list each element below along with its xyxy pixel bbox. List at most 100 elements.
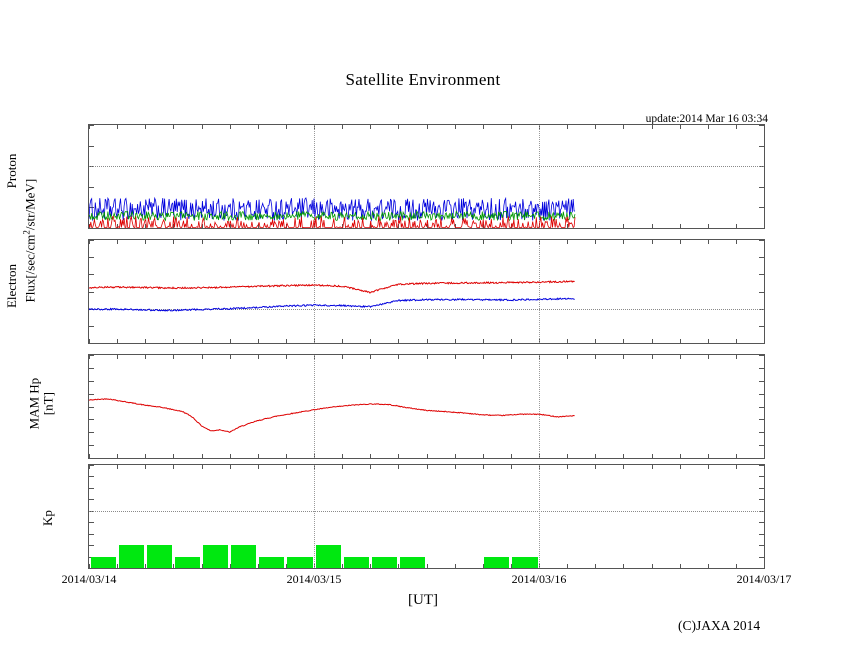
y-tick-mark	[89, 522, 94, 524]
x-tick-mark	[201, 465, 203, 469]
x-tick-mark	[117, 224, 119, 228]
y-tick-mark	[759, 145, 764, 147]
x-tick-mark	[117, 339, 119, 343]
x-tick-mark	[651, 224, 653, 228]
x-tick-mark	[257, 125, 259, 129]
y-tick-mark	[89, 568, 94, 569]
x-tick-mark	[426, 454, 428, 458]
x-tick-mark	[229, 465, 231, 469]
x-tick-mark	[201, 355, 203, 359]
x-tick-mark	[679, 454, 681, 458]
x-tick-mark	[229, 355, 231, 359]
flux-label-suffix: /str/MeV]	[22, 178, 38, 231]
plot-area-electron: 1.0e+071.0e+061.0e+051.0e+041.0e+031.0e+…	[89, 240, 764, 343]
x-tick-mark	[201, 240, 203, 244]
x-tick-mark	[707, 339, 709, 343]
proton-traces	[89, 196, 576, 228]
x-tick-mark	[735, 339, 737, 343]
x-tick-mark	[398, 454, 400, 458]
y-tick-mark	[759, 186, 764, 188]
x-tick-mark	[89, 125, 90, 129]
x-tick-mark	[679, 339, 681, 343]
y-tick-mark	[89, 406, 94, 408]
y-tick-mark	[759, 240, 764, 241]
x-tick-mark	[117, 355, 119, 359]
kp-bar	[484, 556, 510, 568]
y-tick-mark	[759, 499, 764, 501]
y-tick-mark	[759, 125, 764, 126]
y-tick-mark	[89, 432, 94, 434]
vertical-gridline	[539, 465, 540, 568]
x-tick-mark	[342, 454, 344, 458]
x-tick-mark	[370, 465, 372, 469]
x-tick-mark	[735, 355, 737, 359]
vertical-gridline	[314, 240, 315, 343]
x-tick-mark	[426, 564, 428, 568]
y-tick-mark	[759, 207, 764, 209]
x-tick-mark	[89, 339, 90, 343]
x-tick-mark	[764, 240, 765, 244]
panel-label-electron: Electron	[4, 263, 19, 309]
x-tick-mark	[707, 465, 709, 469]
x-tick-mark	[567, 454, 569, 458]
y-tick-mark	[89, 476, 94, 478]
y-tick-mark	[89, 465, 94, 466]
x-tick-mark	[623, 454, 625, 458]
x-tick-mark	[229, 125, 231, 129]
x-tick-mark	[567, 339, 569, 343]
x-tick-mark	[285, 465, 287, 469]
y-tick-mark	[759, 445, 764, 447]
mam-label-line2: [nT]	[40, 392, 55, 416]
x-tick-mark	[257, 355, 259, 359]
horizontal-gridline	[89, 166, 764, 168]
y-tick-mark	[759, 432, 764, 434]
x-tick-mark	[454, 339, 456, 343]
y-tick-mark	[89, 325, 94, 327]
y-tick-mark	[759, 257, 764, 259]
x-tick-mark	[342, 224, 344, 228]
data-trace	[89, 280, 575, 294]
x-tick-mark	[764, 355, 765, 359]
x-tick-mark	[285, 454, 287, 458]
x-tick-mark	[735, 564, 737, 568]
x-tick-mark	[117, 454, 119, 458]
x-tick-mark	[173, 465, 175, 469]
x-tick-mark	[426, 339, 428, 343]
y-tick-mark	[89, 207, 94, 209]
y-tick-mark	[759, 355, 764, 356]
kp-bar	[90, 556, 116, 568]
x-tick-mark	[370, 224, 372, 228]
x-tick-mark	[285, 240, 287, 244]
x-tick-mark	[764, 564, 765, 568]
y-tick-mark	[759, 291, 764, 293]
x-tick-mark	[679, 465, 681, 469]
update-timestamp: update:2014 Mar 16 03:34	[645, 113, 768, 125]
x-tick-mark	[257, 454, 259, 458]
x-tick-mark	[342, 564, 344, 568]
x-tick-mark	[285, 125, 287, 129]
vertical-gridline	[314, 465, 315, 568]
x-tick-mark	[426, 224, 428, 228]
data-trace	[89, 215, 576, 228]
x-tick-mark	[145, 240, 147, 244]
y-tick-mark	[759, 522, 764, 524]
x-tick-mark	[764, 454, 765, 458]
x-tick-mark	[201, 564, 203, 568]
y-tick-mark	[89, 487, 94, 489]
x-tick-mark	[707, 454, 709, 458]
x-tick-mark	[510, 465, 512, 469]
x-tick-mark	[482, 224, 484, 228]
x-tick-mark	[707, 240, 709, 244]
x-tick-mark	[173, 564, 175, 568]
x-tick-mark	[173, 355, 175, 359]
x-tick-mark	[651, 125, 653, 129]
flux-label-exponent: 2	[21, 230, 32, 235]
y-tick-mark	[89, 533, 94, 535]
horizontal-gridline	[89, 510, 764, 512]
x-tick-mark	[510, 564, 512, 568]
x-tick-mark	[651, 465, 653, 469]
x-tick-mark	[145, 125, 147, 129]
x-tick-mark	[482, 240, 484, 244]
x-tick-mark	[285, 339, 287, 343]
